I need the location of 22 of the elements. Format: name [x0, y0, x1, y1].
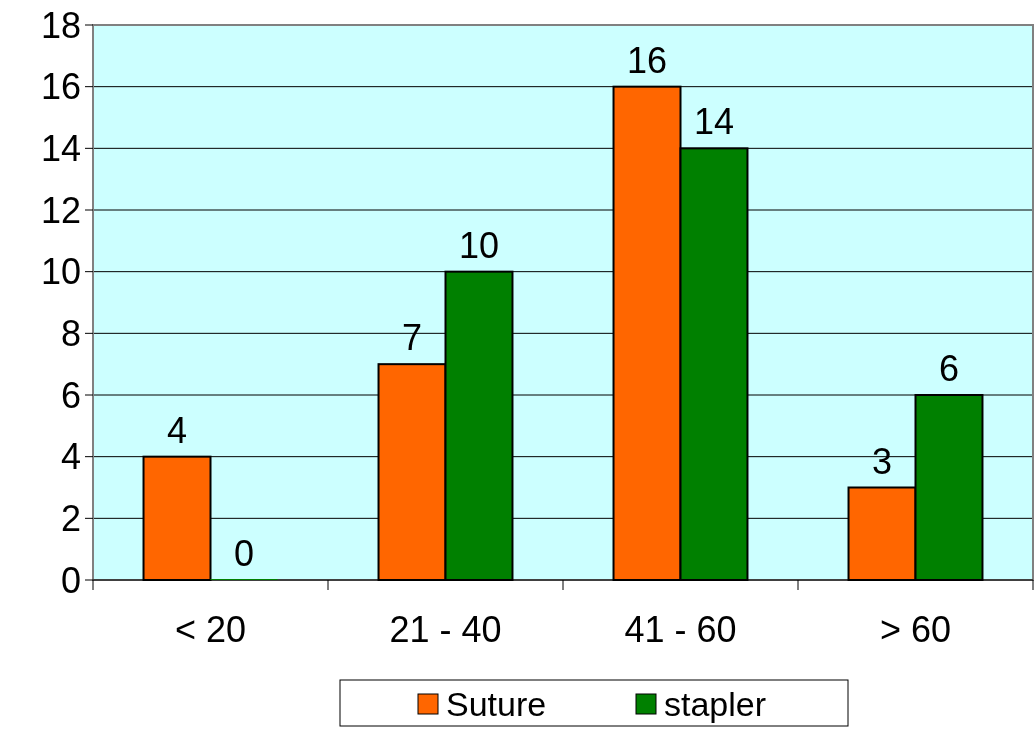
- y-tick-label: 8: [60, 312, 81, 354]
- data-label: 16: [626, 39, 668, 81]
- y-tick-label: 18: [40, 4, 81, 46]
- y-tick-label: 14: [40, 127, 81, 169]
- x-tick-label: 21 - 40: [389, 609, 502, 650]
- data-label: 4: [167, 409, 188, 451]
- x-tick-label: > 60: [879, 609, 952, 650]
- y-tick-label: 16: [40, 66, 81, 108]
- y-tick-label: 6: [60, 374, 81, 416]
- x-tick-label: 41 - 60: [624, 609, 737, 650]
- y-tick-label: 4: [60, 436, 81, 478]
- y-tick-label: 0: [60, 559, 81, 601]
- legend-label: Suture: [446, 685, 547, 723]
- data-label: 10: [458, 224, 500, 266]
- legend-label: stapler: [664, 685, 767, 723]
- x-tick-label: < 20: [174, 609, 247, 650]
- y-tick-label: 10: [40, 251, 81, 293]
- data-label: 14: [693, 101, 735, 143]
- data-label: 6: [938, 348, 959, 389]
- y-tick-label: 12: [40, 189, 81, 231]
- y-tick-label: 2: [60, 497, 81, 539]
- data-label: 0: [233, 533, 254, 574]
